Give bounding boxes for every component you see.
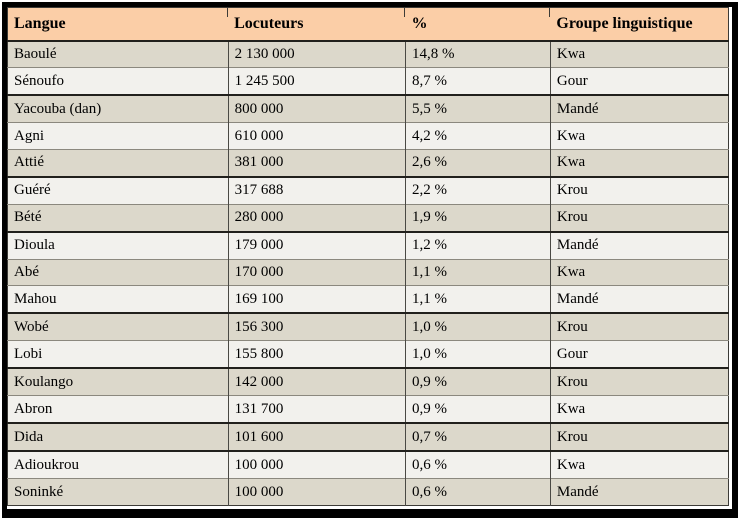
table-row: Sénoufo 1 245 500 8,7 % Gour — [7, 67, 729, 96]
cell-locuteurs: 381 000 — [227, 148, 406, 177]
cell-locuteurs: 100 000 — [227, 450, 406, 479]
table-row: Dida 101 600 0,7 % Krou — [7, 422, 729, 452]
cell-locuteurs: 800 000 — [227, 94, 406, 123]
cell-langue: Dida — [7, 422, 229, 452]
cell-percent: 0,6 % — [404, 450, 551, 479]
cell-groupe: Kwa — [549, 395, 729, 424]
table-row: Adioukrou 100 000 0,6 % Kwa — [7, 450, 729, 479]
languages-table: Langue Locuteurs % Groupe linguistique B… — [7, 7, 729, 506]
cell-langue: Abron — [7, 395, 229, 424]
header-row: Langue Locuteurs % Groupe linguistique — [7, 7, 729, 42]
cell-langue: Sénoufo — [7, 67, 229, 96]
cell-percent: 0,6 % — [404, 478, 551, 506]
cell-langue: Abé — [7, 258, 229, 286]
cell-locuteurs: 170 000 — [227, 258, 406, 286]
cell-percent: 1,0 % — [404, 340, 551, 369]
cell-locuteurs: 317 688 — [227, 175, 406, 205]
cell-groupe: Kwa — [549, 258, 729, 286]
cell-groupe: Krou — [549, 175, 729, 205]
cell-percent: 0,9 % — [404, 395, 551, 424]
cell-locuteurs: 131 700 — [227, 395, 406, 424]
table-row: Attié 381 000 2,6 % Kwa — [7, 148, 729, 177]
cell-langue: Agni — [7, 122, 229, 150]
cell-groupe: Krou — [549, 312, 729, 341]
cell-groupe: Mandé — [549, 285, 729, 314]
cell-percent: 14,8 % — [404, 39, 551, 68]
table-row: Guéré 317 688 2,2 % Krou — [7, 175, 729, 205]
cell-locuteurs: 100 000 — [227, 478, 406, 506]
table-row: Dioula 179 000 1,2 % Mandé — [7, 230, 729, 260]
cell-groupe: Krou — [549, 422, 729, 452]
cell-percent: 4,2 % — [404, 122, 551, 150]
cell-langue: Lobi — [7, 340, 229, 369]
cell-groupe: Kwa — [549, 148, 729, 177]
cell-locuteurs: 179 000 — [227, 230, 406, 260]
cell-langue: Wobé — [7, 312, 229, 341]
table-row: Mahou 169 100 1,1 % Mandé — [7, 285, 729, 314]
cell-locuteurs: 610 000 — [227, 122, 406, 150]
cell-percent: 1,0 % — [404, 312, 551, 341]
column-header-percent: % — [404, 7, 551, 42]
cell-langue: Guéré — [7, 175, 229, 205]
column-header-groupe: Groupe linguistique — [549, 7, 729, 42]
cell-groupe: Gour — [549, 67, 729, 96]
cell-groupe: Krou — [549, 367, 729, 396]
cell-groupe: Mandé — [549, 230, 729, 260]
table-row: Soninké 100 000 0,6 % Mandé — [7, 478, 729, 506]
cell-langue: Yacouba (dan) — [7, 94, 229, 123]
table-row: Baoulé 2 130 000 14,8 % Kwa — [7, 39, 729, 68]
cell-locuteurs: 280 000 — [227, 203, 406, 232]
cell-langue: Mahou — [7, 285, 229, 314]
table-row: Agni 610 000 4,2 % Kwa — [7, 122, 729, 150]
cell-langue: Bété — [7, 203, 229, 232]
cell-locuteurs: 155 800 — [227, 340, 406, 369]
table-row: Yacouba (dan) 800 000 5,5 % Mandé — [7, 94, 729, 123]
cell-langue: Adioukrou — [7, 450, 229, 479]
table-row: Lobi 155 800 1,0 % Gour — [7, 340, 729, 369]
cell-locuteurs: 101 600 — [227, 422, 406, 452]
table-row: Abron 131 700 0,9 % Kwa — [7, 395, 729, 424]
cell-percent: 2,2 % — [404, 175, 551, 205]
cell-groupe: Gour — [549, 340, 729, 369]
cell-percent: 0,9 % — [404, 367, 551, 396]
table-inner: Langue Locuteurs % Groupe linguistique B… — [7, 7, 732, 509]
cell-langue: Koulango — [7, 367, 229, 396]
cell-langue: Attié — [7, 148, 229, 177]
column-header-locuteurs: Locuteurs — [227, 7, 406, 42]
cell-groupe: Kwa — [549, 450, 729, 479]
table-row: Abé 170 000 1,1 % Kwa — [7, 258, 729, 286]
table-row: Koulango 142 000 0,9 % Krou — [7, 367, 729, 396]
cell-langue: Dioula — [7, 230, 229, 260]
cell-langue: Soninké — [7, 478, 229, 506]
cell-percent: 2,6 % — [404, 148, 551, 177]
cell-percent: 8,7 % — [404, 67, 551, 96]
cell-locuteurs: 142 000 — [227, 367, 406, 396]
cell-locuteurs: 156 300 — [227, 312, 406, 341]
column-header-langue: Langue — [7, 7, 229, 42]
cell-groupe: Kwa — [549, 39, 729, 68]
cell-locuteurs: 169 100 — [227, 285, 406, 314]
cell-groupe: Mandé — [549, 94, 729, 123]
cell-locuteurs: 1 245 500 — [227, 67, 406, 96]
cell-percent: 1,2 % — [404, 230, 551, 260]
table-row: Bété 280 000 1,9 % Krou — [7, 203, 729, 232]
cell-percent: 5,5 % — [404, 94, 551, 123]
cell-locuteurs: 2 130 000 — [227, 39, 406, 68]
cell-langue: Baoulé — [7, 39, 229, 68]
cell-percent: 1,1 % — [404, 258, 551, 286]
cell-groupe: Krou — [549, 203, 729, 232]
cell-percent: 1,9 % — [404, 203, 551, 232]
cell-percent: 1,1 % — [404, 285, 551, 314]
cell-percent: 0,7 % — [404, 422, 551, 452]
table-row: Wobé 156 300 1,0 % Krou — [7, 312, 729, 341]
cell-groupe: Kwa — [549, 122, 729, 150]
cell-groupe: Mandé — [549, 478, 729, 506]
